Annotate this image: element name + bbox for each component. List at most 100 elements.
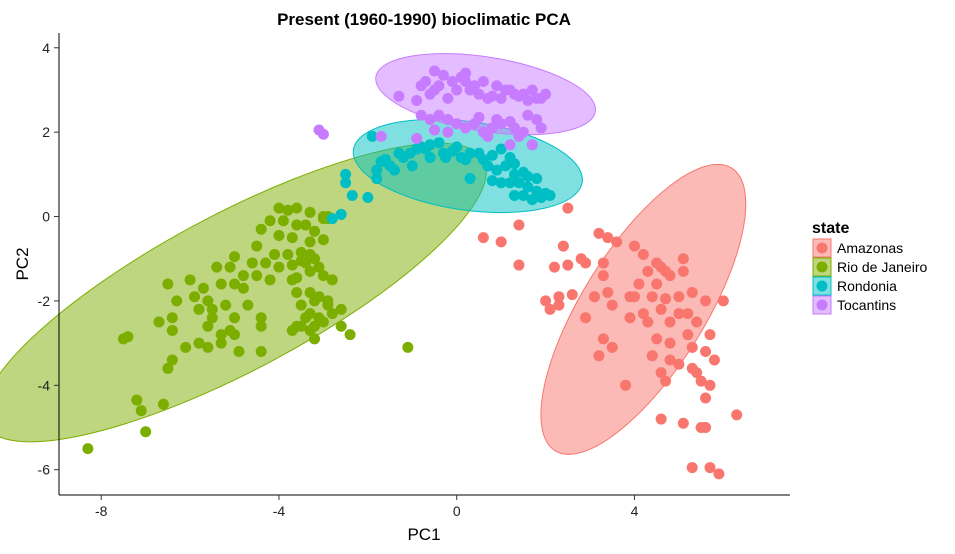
data-points xyxy=(82,65,743,480)
rio-de-janeiro-point xyxy=(131,394,143,406)
rio-de-janeiro-point xyxy=(309,253,321,265)
rondonia-point xyxy=(486,175,498,187)
rondonia-point xyxy=(500,160,512,172)
rio-de-janeiro-point xyxy=(229,278,241,290)
rio-de-janeiro-point xyxy=(300,312,312,324)
amazonas-point xyxy=(624,312,636,324)
amazonas-point xyxy=(562,259,574,271)
amazonas-point xyxy=(686,462,698,474)
rio-de-janeiro-point xyxy=(215,337,227,349)
rio-de-janeiro-point xyxy=(229,329,241,341)
amazonas-point xyxy=(633,278,645,290)
amazonas-point xyxy=(637,249,649,261)
rio-de-janeiro-point xyxy=(286,232,298,244)
amazonas-point xyxy=(580,257,592,269)
tocantins-point xyxy=(428,65,440,77)
amazonas-point xyxy=(553,291,565,303)
tocantins-point xyxy=(477,76,489,88)
amazonas-point xyxy=(646,291,658,303)
rio-de-janeiro-point xyxy=(273,261,285,273)
rio-de-janeiro-point xyxy=(317,316,329,328)
amazonas-point xyxy=(597,333,609,345)
rondonia-point xyxy=(389,164,401,176)
rondonia-point xyxy=(424,139,436,151)
tocantins-point xyxy=(446,76,458,88)
amazonas-point xyxy=(602,286,614,298)
rondonia-point xyxy=(495,143,507,155)
rio-de-janeiro-legend-label: Rio de Janeiro xyxy=(837,259,927,275)
amazonas-point xyxy=(686,341,698,353)
tocantins-point xyxy=(415,109,427,121)
rio-de-janeiro-point xyxy=(229,312,241,324)
rio-de-janeiro-point xyxy=(304,236,316,248)
y-tick-label: 2 xyxy=(42,124,50,140)
tocantins-point xyxy=(535,122,547,134)
amazonas-point xyxy=(700,392,712,404)
rio-de-janeiro-point xyxy=(166,354,178,366)
rio-de-janeiro-point xyxy=(211,261,223,273)
rondonia-point xyxy=(464,147,476,159)
rio-de-janeiro-point xyxy=(255,223,267,235)
tocantins-point xyxy=(393,90,405,102)
rondonia-point xyxy=(504,177,516,189)
tocantins-point xyxy=(522,95,534,107)
rio-de-janeiro-point xyxy=(233,346,245,358)
rio-de-janeiro-point xyxy=(82,443,94,455)
tocantins-point xyxy=(495,92,507,104)
amazonas-point xyxy=(606,341,618,353)
rondonia-point xyxy=(508,189,520,201)
rio-de-janeiro-point xyxy=(202,320,214,332)
legend: state Amazonas Rio de Janeiro Rondonia Toca… xyxy=(812,220,927,315)
rondonia-point xyxy=(491,164,503,176)
rondonia-point xyxy=(535,192,547,204)
amazonas-point xyxy=(642,265,654,277)
x-axis-ticks: -8 -4 0 4 xyxy=(95,495,639,519)
amazonas-point xyxy=(628,240,640,252)
amazonas-point xyxy=(588,291,600,303)
tocantins-point xyxy=(526,139,538,151)
rio-de-janeiro-point xyxy=(215,278,227,290)
rio-de-janeiro-point xyxy=(189,291,201,303)
tocantins-point xyxy=(460,76,472,88)
rio-de-janeiro-point xyxy=(197,282,209,294)
y-tick-label: -6 xyxy=(38,462,51,478)
tocantins-point xyxy=(482,130,494,142)
rio-de-janeiro-legend-dot xyxy=(816,261,828,273)
rondonia-point xyxy=(464,173,476,185)
amazonas-legend-label: Amazonas xyxy=(837,240,903,256)
rio-de-janeiro-point xyxy=(300,219,312,231)
rio-de-janeiro-point xyxy=(166,324,178,336)
amazonas-point xyxy=(717,295,729,307)
rio-de-janeiro-point xyxy=(162,362,174,374)
amazonas-point xyxy=(713,468,725,480)
rio-de-janeiro-point xyxy=(166,312,178,324)
rio-de-janeiro-point xyxy=(171,295,183,307)
rio-de-janeiro-point xyxy=(162,278,174,290)
rio-de-janeiro-point xyxy=(326,274,338,286)
rio-de-janeiro-point xyxy=(277,215,289,227)
axes xyxy=(58,33,790,496)
rio-de-janeiro-point xyxy=(309,333,321,345)
tocantins-point xyxy=(508,122,520,134)
tocantins-point xyxy=(473,111,485,123)
amazonas-point xyxy=(655,303,667,315)
x-tick-label: -8 xyxy=(95,503,108,519)
amazonas-point xyxy=(646,350,658,362)
amazonas-point xyxy=(704,462,716,474)
rio-de-janeiro-point xyxy=(309,225,321,237)
tocantins-point xyxy=(468,80,480,92)
rio-de-janeiro-point xyxy=(309,295,321,307)
tocantins-point xyxy=(442,92,454,104)
rio-de-janeiro-point xyxy=(180,341,192,353)
tocantins-point xyxy=(517,126,529,138)
amazonas-point xyxy=(602,232,614,244)
rio-de-janeiro-point xyxy=(246,257,258,269)
rio-de-janeiro-point xyxy=(286,324,298,336)
amazonas-point xyxy=(606,299,618,311)
legend-title: state xyxy=(812,220,849,237)
rio-de-janeiro-point xyxy=(202,295,214,307)
rio-de-janeiro-point xyxy=(206,312,218,324)
amazonas-point xyxy=(664,316,676,328)
amazonas-point xyxy=(637,308,649,320)
rio-de-janeiro-point xyxy=(335,303,347,315)
